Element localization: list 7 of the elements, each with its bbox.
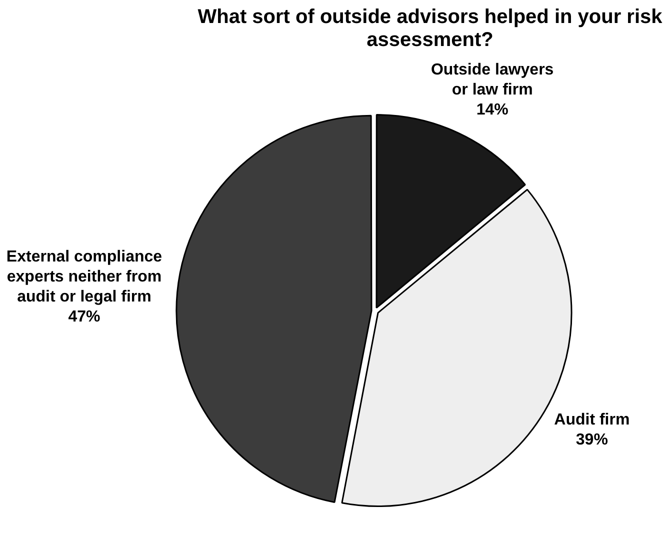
slice-label: External compliance experts neither from audit or legal firm: [6, 248, 162, 306]
chart-title: What sort of outside advisors helped in your risk assessment?: [196, 5, 664, 53]
slice-label: Audit firm: [554, 412, 630, 429]
data-label: 47%: [68, 308, 100, 326]
data-label: 14%: [476, 101, 508, 118]
slice-label: Outside lawyers or law firm: [430, 61, 554, 98]
data-label: 39%: [576, 432, 608, 449]
